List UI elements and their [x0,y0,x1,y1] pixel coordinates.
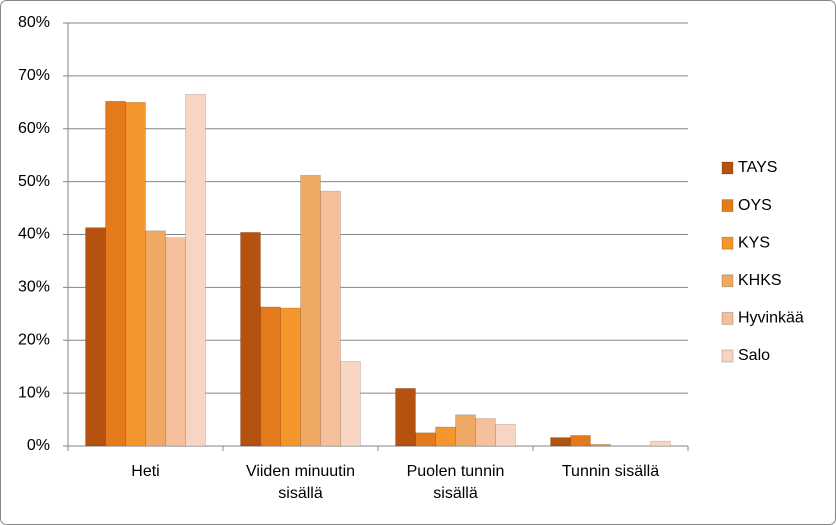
bar [340,361,361,447]
bar [495,423,516,447]
bar [125,101,146,447]
bar [415,432,436,447]
bar [475,418,496,447]
bar [320,190,341,447]
y-tick-label: 60% [18,120,50,137]
bar [145,230,166,447]
bar [455,414,476,447]
x-tick-label: Puolen tunnin sisällä [406,463,505,502]
legend-swatch [721,274,734,288]
bar [280,307,301,447]
legend-swatch [721,311,734,325]
bar [550,437,571,447]
legend-label: OYS [738,197,772,214]
legend-label: KHKS [738,272,782,289]
bar [590,444,611,447]
bar [185,94,206,447]
bar [395,388,416,447]
legend-swatch [721,236,734,250]
legend-label: Salo [738,347,770,364]
x-tick-label: Viiden minuutin sisällä [245,463,356,502]
legend-label: Hyvinkää [738,310,804,327]
y-tick-label: 0% [27,437,50,454]
x-tick-label: Heti [131,463,160,480]
y-tick-label: 20% [18,331,50,348]
y-tick-label: 70% [18,67,50,84]
legend-swatch [721,161,734,175]
x-tick-label: Tunnin sisällä [561,463,660,480]
bar [260,306,281,447]
legend-swatch [721,349,734,363]
legend-label: KYS [738,234,770,251]
y-tick-label: 10% [18,384,50,401]
bar [570,435,591,447]
legend-label: TAYS [738,159,777,176]
bar [435,426,456,447]
bar [85,227,106,447]
bar [105,100,126,447]
bar [300,174,321,447]
y-tick-label: 80% [18,14,50,31]
bar [165,237,186,447]
legend-swatch [721,199,734,213]
bar [240,232,261,447]
y-tick-label: 40% [18,226,50,243]
y-tick-label: 50% [18,173,50,190]
y-tick-label: 30% [18,279,50,296]
bar [650,440,671,447]
